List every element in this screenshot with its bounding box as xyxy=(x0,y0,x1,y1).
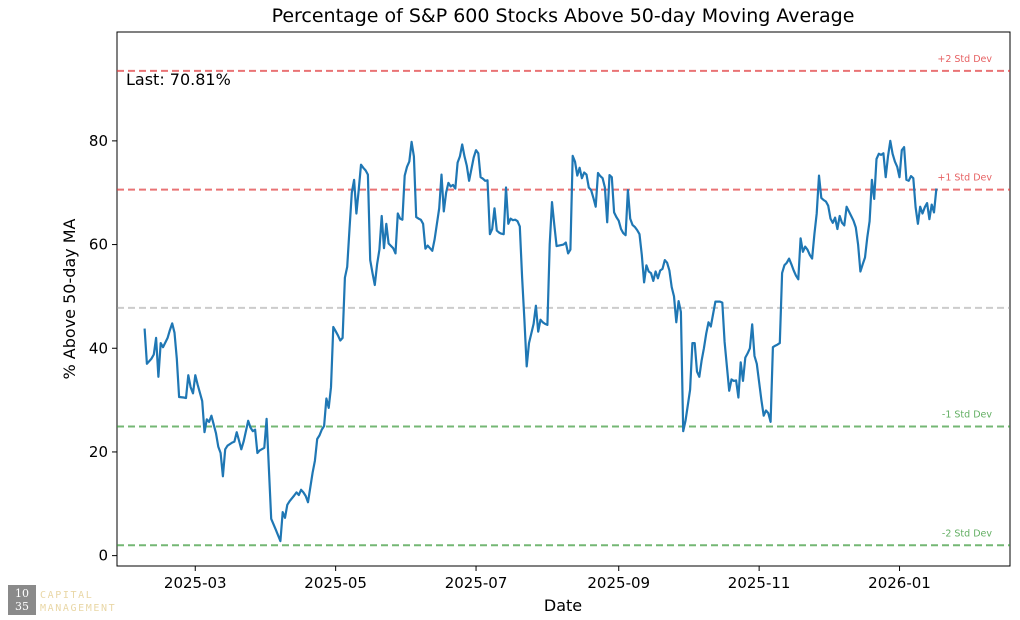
series-line-0 xyxy=(143,139,938,543)
series-layer xyxy=(143,139,938,543)
logo-text-line2: MANAGEMENT xyxy=(40,603,117,614)
x-tick-label-2025-09: 2025-09 xyxy=(587,574,650,592)
plot-frame xyxy=(116,31,1011,567)
y-tick-label-0: 0 xyxy=(98,547,108,565)
y-tick-label-20: 20 xyxy=(89,443,108,461)
x-tick-label-2025-05: 2025-05 xyxy=(304,574,367,592)
y-tick-label-60: 60 xyxy=(89,236,108,254)
chart-title: Percentage of S&P 600 Stocks Above 50-da… xyxy=(272,5,855,27)
x-tick-label-2025-11: 2025-11 xyxy=(728,574,791,592)
last-value-annotation: Last: 70.81% xyxy=(126,70,231,89)
y-tick-label-80: 80 xyxy=(89,132,108,150)
x-tick-label-2025-07: 2025-07 xyxy=(445,574,508,592)
logo-mark: 10 35 xyxy=(8,585,36,615)
ref-label--1-std-dev: +1 Std Dev xyxy=(937,173,992,184)
y-axis-label: % Above 50-day MA xyxy=(60,218,79,379)
y-axis: 0 20 40 60 80 xyxy=(89,132,117,565)
logo-mark-line2: 35 xyxy=(15,600,29,613)
logo-text-line1: CAPITAL xyxy=(40,590,94,601)
logo-mark-line1: 10 xyxy=(15,587,29,600)
logo-text: CAPITAL MANAGEMENT xyxy=(40,589,116,615)
x-tick-label-2026-01: 2026-01 xyxy=(868,574,931,592)
x-axis-label: Date xyxy=(544,596,582,615)
ref-label--1-std-dev: -1 Std Dev xyxy=(942,410,992,421)
y-tick-label-40: 40 xyxy=(89,339,108,357)
x-axis: 2025-03 2025-05 2025-07 2025-09 2025-11 2026-… xyxy=(164,566,931,592)
x-tick-label-2025-03: 2025-03 xyxy=(164,574,227,592)
reference-lines: +2 Std Dev +1 Std Dev -1 Std Dev -2 Std Dev xyxy=(117,54,1010,547)
ref-label--2-std-dev: +2 Std Dev xyxy=(937,54,992,65)
ref-label--2-std-dev: -2 Std Dev xyxy=(942,528,992,539)
